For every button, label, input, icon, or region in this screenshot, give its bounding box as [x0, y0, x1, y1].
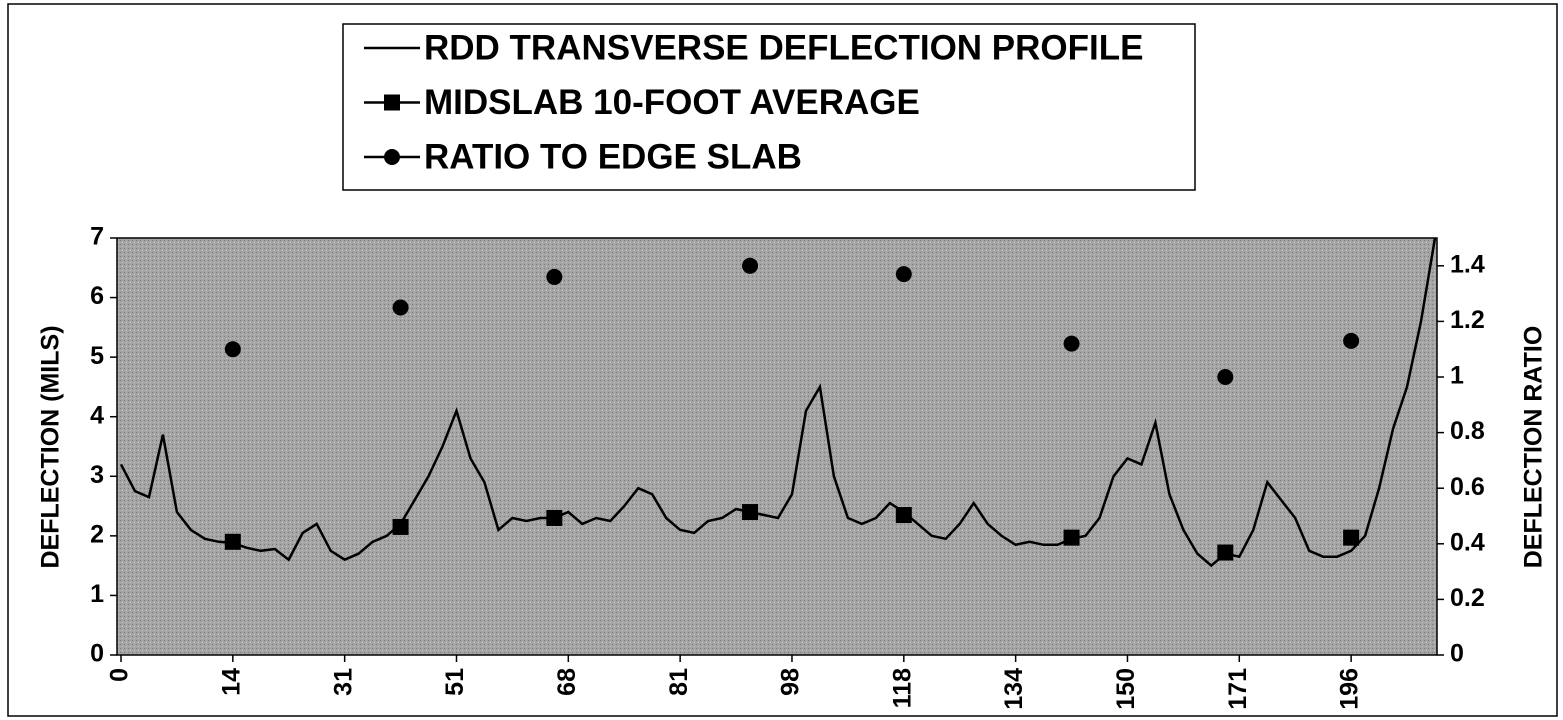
legend-label: MIDSLAB 10-FOOT AVERAGE — [424, 83, 920, 122]
square-marker — [895, 507, 912, 524]
legend-circle — [384, 149, 400, 165]
square-marker — [1343, 529, 1360, 546]
y2-tick-label: 1.2 — [1450, 306, 1485, 334]
y-tick-label: 5 — [90, 342, 104, 370]
y2-tick-label: 0.6 — [1450, 473, 1485, 501]
x-tick-label: 68 — [553, 668, 581, 696]
x-tick-label: 31 — [329, 668, 357, 696]
square-marker — [1063, 529, 1080, 546]
x-tick-label: 150 — [1112, 668, 1140, 710]
x-tick-label: 81 — [665, 668, 693, 696]
y-tick-label: 2 — [90, 520, 104, 548]
y-tick-label: 3 — [90, 461, 104, 489]
y-tick-label: 1 — [90, 580, 104, 608]
square-marker — [224, 533, 241, 550]
y-tick-label: 6 — [90, 282, 104, 310]
x-tick-label: 14 — [217, 668, 245, 696]
y-tick-label: 0 — [90, 640, 104, 668]
legend-box — [342, 23, 1196, 191]
square-marker — [392, 518, 409, 535]
y2-tick-label: 0 — [1450, 640, 1464, 668]
plot-area — [116, 237, 1438, 656]
circle-marker — [895, 266, 912, 283]
y-tick-label: 4 — [90, 401, 104, 429]
circle-marker — [392, 299, 409, 316]
circle-marker — [1343, 332, 1360, 349]
square-marker — [546, 509, 563, 526]
y2-tick-label: 0.2 — [1450, 584, 1485, 612]
circle-marker — [742, 257, 759, 274]
square-marker — [1217, 544, 1234, 561]
x-tick-label: 51 — [441, 668, 469, 696]
y-tick-label: 7 — [90, 223, 104, 251]
x-tick-label: 196 — [1336, 668, 1364, 710]
circle-marker — [224, 341, 241, 358]
y2-axis-label: DEFLECTION RATIO — [1520, 326, 1548, 569]
legend-label: RATIO TO EDGE SLAB — [424, 137, 802, 176]
circle-marker — [1217, 369, 1234, 385]
y2-tick-label: 0.8 — [1450, 417, 1485, 445]
x-tick-label: 0 — [106, 668, 134, 682]
circle-marker — [546, 268, 563, 285]
square-marker — [742, 504, 759, 521]
x-tick-label: 171 — [1224, 668, 1252, 710]
legend-label: RDD TRANSVERSE DEFLECTION PROFILE — [424, 28, 1143, 67]
x-tick-label: 98 — [777, 668, 805, 696]
y2-tick-label: 1 — [1450, 362, 1464, 390]
legend-square — [384, 94, 400, 111]
x-tick-label: 118 — [888, 668, 916, 708]
x-tick-label: 134 — [1000, 668, 1028, 710]
y2-tick-label: 0.4 — [1450, 528, 1485, 556]
y-axis-label: DEFLECTION (MILS) — [37, 325, 65, 568]
deflection-line — [119, 237, 1437, 568]
circle-marker — [1063, 335, 1080, 352]
y2-tick-label: 1.4 — [1450, 250, 1485, 278]
